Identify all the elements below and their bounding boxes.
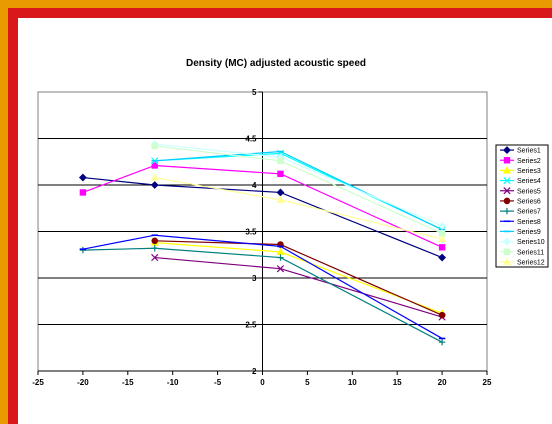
series-8 xyxy=(79,234,446,340)
legend-label: Series7 xyxy=(517,209,541,216)
legend-marker xyxy=(503,207,511,215)
legend-marker xyxy=(503,187,511,195)
chart-title: Density (MC) adjusted acoustic speed xyxy=(186,58,366,69)
data-point xyxy=(438,244,446,251)
legend-entry: Series2 xyxy=(500,157,541,165)
series-9 xyxy=(151,150,446,231)
legend-label: Series1 xyxy=(517,148,541,155)
y-tick-label: 5 xyxy=(252,88,257,97)
y-tick-label: 3.5 xyxy=(245,228,257,237)
data-point xyxy=(79,189,87,196)
data-point xyxy=(150,181,159,189)
data-point xyxy=(438,338,446,346)
x-tick-label: 25 xyxy=(483,378,492,387)
legend-marker xyxy=(503,146,511,154)
legend-marker xyxy=(503,157,511,164)
data-point xyxy=(277,157,284,165)
legend-marker xyxy=(503,176,511,185)
x-tick-label: -25 xyxy=(32,378,44,387)
legend-label: Series10 xyxy=(517,239,545,246)
legend-label: Series5 xyxy=(517,188,541,195)
x-tick-label: -20 xyxy=(77,378,89,387)
legend-marker xyxy=(502,257,512,265)
series-2 xyxy=(79,162,446,251)
legend-entry: Series3 xyxy=(500,166,541,175)
series-4 xyxy=(151,149,446,234)
series xyxy=(78,140,447,346)
x-tick-label: 20 xyxy=(438,378,447,387)
data-point xyxy=(277,170,284,178)
data-point xyxy=(438,311,446,319)
y-tick-label: 2.5 xyxy=(245,321,257,330)
legend-entry: Series7 xyxy=(500,207,541,216)
legend: Series1 Series2 Series3 Series4 Series5 Serie… xyxy=(495,144,549,268)
data-point xyxy=(151,237,159,245)
legend-entry: Series10 xyxy=(500,237,545,246)
series-12 xyxy=(150,173,447,242)
series-line xyxy=(154,150,443,231)
x-tick-label: 0 xyxy=(260,378,265,387)
data-point xyxy=(438,253,447,262)
x-tick-label: -10 xyxy=(167,378,179,387)
legend-marker xyxy=(503,197,511,205)
data-point xyxy=(438,234,447,242)
data-point xyxy=(276,195,285,203)
legend-box xyxy=(495,144,549,268)
series-line xyxy=(82,247,443,343)
legend-marker xyxy=(502,166,512,174)
legend-label: Series9 xyxy=(517,229,541,236)
series-line xyxy=(82,164,443,248)
legend-entry: Series6 xyxy=(500,197,541,205)
data-point xyxy=(78,173,87,182)
series-7 xyxy=(79,245,446,346)
data-point xyxy=(276,265,285,273)
legend-label: Series8 xyxy=(517,219,541,226)
legend-marker xyxy=(503,248,511,255)
series-11 xyxy=(151,142,446,237)
x-tick-label: 15 xyxy=(393,378,402,387)
legend-entry: Series5 xyxy=(500,187,541,195)
data-point xyxy=(277,254,284,261)
data-point xyxy=(151,162,158,169)
legend-entry: Series12 xyxy=(500,257,545,266)
x-tick-label: 10 xyxy=(348,378,357,387)
data-point xyxy=(438,222,447,230)
y-tick-label: 4 xyxy=(252,181,257,190)
legend-label: Series3 xyxy=(517,168,541,175)
legend-label: Series12 xyxy=(517,259,545,266)
data-point xyxy=(79,246,87,254)
x-tick-label: -15 xyxy=(122,378,134,387)
x-tick-label: -5 xyxy=(214,378,222,387)
y-tick-label: 3 xyxy=(252,274,257,283)
data-point xyxy=(276,188,285,197)
legend-label: Series6 xyxy=(517,198,541,205)
legend-marker xyxy=(503,237,511,246)
series-6 xyxy=(151,237,446,319)
series-line xyxy=(82,234,443,339)
legend-label: Series4 xyxy=(517,178,541,185)
legend-entry: Series4 xyxy=(500,176,541,185)
series-line xyxy=(154,145,443,234)
legend-entry: Series11 xyxy=(500,248,544,256)
chart-svg: Density (MC) adjusted acoustic speed 22.… xyxy=(32,58,549,387)
y-tick-label: 4.5 xyxy=(245,135,257,144)
data-point xyxy=(150,173,159,181)
legend-entry: Series1 xyxy=(500,146,541,155)
data-point xyxy=(151,245,158,252)
legend-label: Series2 xyxy=(517,158,541,165)
legend-entry: Series8 xyxy=(500,219,541,226)
chart-area: Density (MC) adjusted acoustic speed 22.… xyxy=(18,18,552,424)
data-point xyxy=(151,142,158,150)
legend-entry: Series9 xyxy=(500,229,541,236)
legend-label: Series11 xyxy=(517,249,544,256)
series-5 xyxy=(151,253,446,321)
x-tick-label: 5 xyxy=(305,378,310,387)
data-point xyxy=(151,253,159,262)
